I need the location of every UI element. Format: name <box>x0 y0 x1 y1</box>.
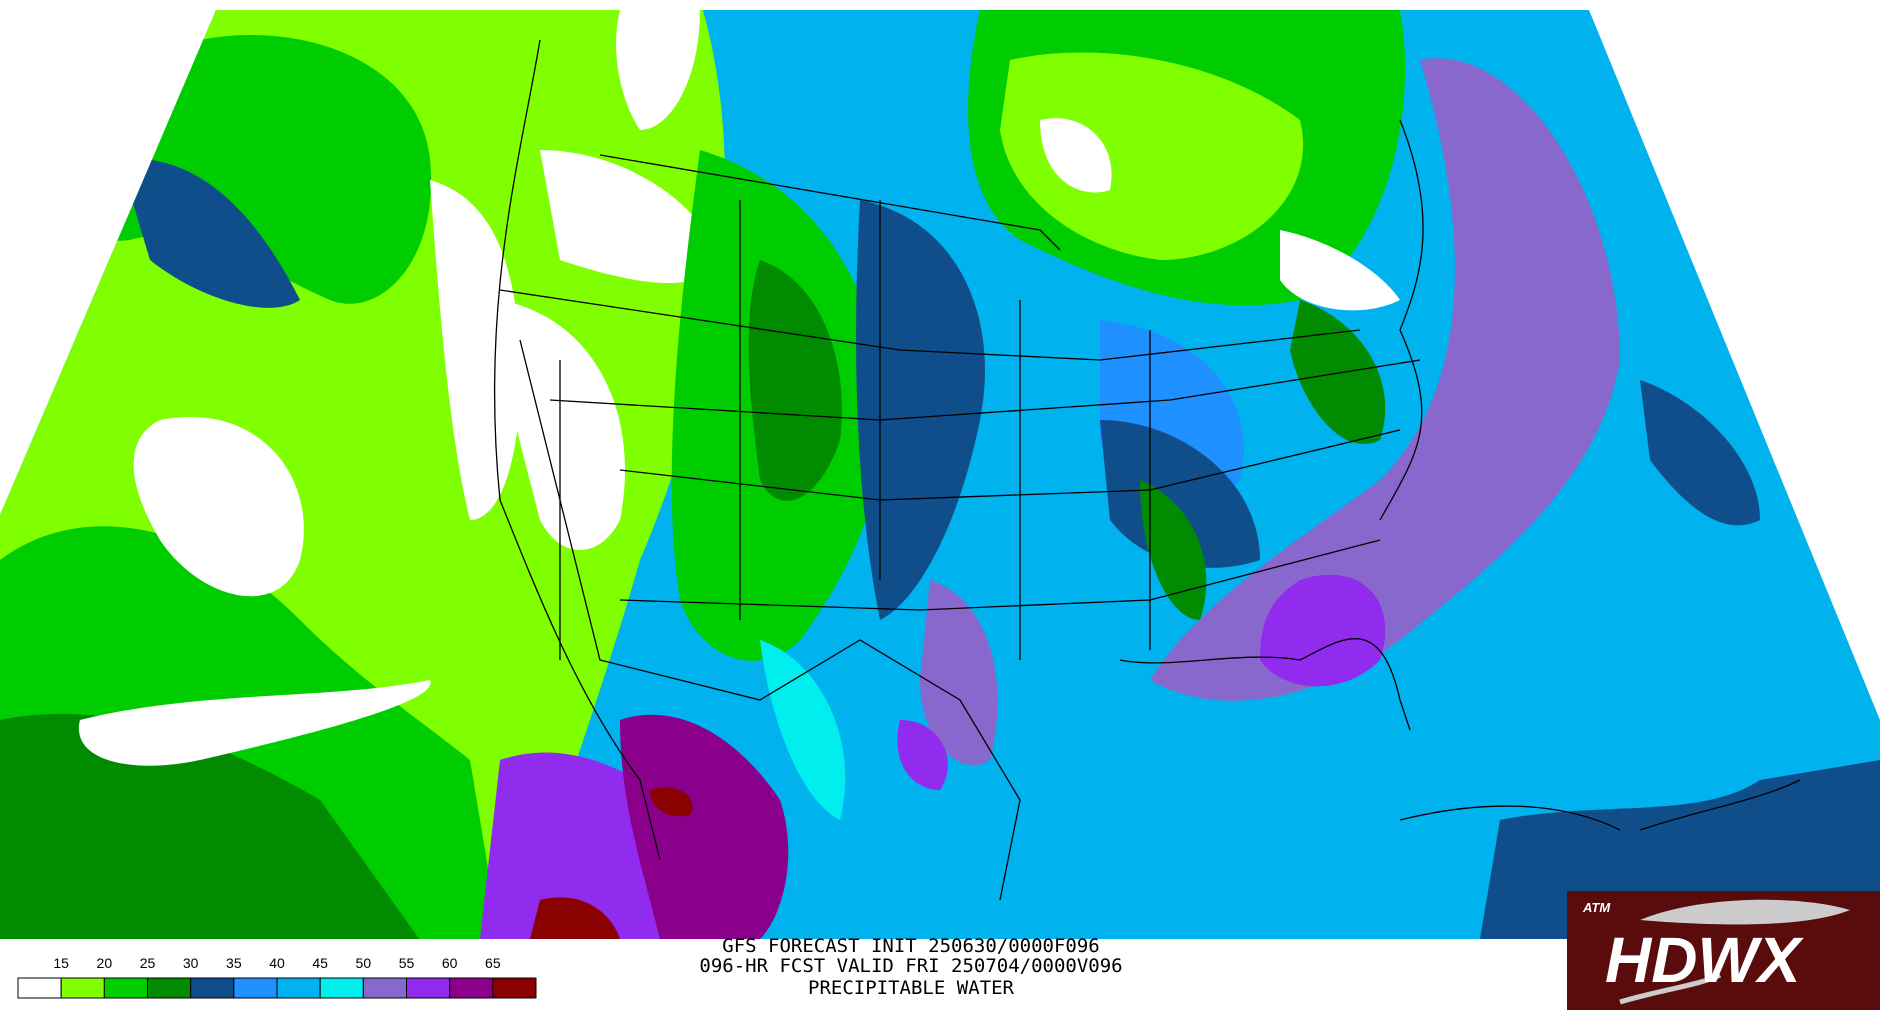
legend-swatch <box>449 977 494 999</box>
legend-tick-label: 30 <box>183 955 199 971</box>
legend-swatch <box>319 977 364 999</box>
legend-swatch <box>147 977 192 999</box>
legend-tick-label: 45 <box>312 955 328 971</box>
legend-swatch <box>233 977 278 999</box>
legend-swatch <box>492 977 537 999</box>
legend-tick-label: 35 <box>226 955 242 971</box>
legend-tick-label: 50 <box>356 955 372 971</box>
legend-tick-label: 65 <box>485 955 501 971</box>
title-line: PRECIPITABLE WATER <box>808 977 1014 999</box>
logo-funnel <box>1619 972 1722 1005</box>
logo: ATM HDWX <box>1567 891 1880 1010</box>
legend-swatch <box>362 977 408 999</box>
legend-tick-label: 60 <box>442 955 458 971</box>
legend-swatch <box>276 977 321 999</box>
legend-swatch <box>60 977 105 999</box>
title-line: 096-HR FCST VALID FRI 250704/0000V096 <box>699 955 1122 977</box>
logo-text: HDWX <box>1605 924 1804 996</box>
legend-swatch <box>17 977 62 999</box>
precip-field <box>0 10 1880 939</box>
title-line: GFS FORECAST INIT 250630/0000F096 <box>722 935 1100 957</box>
logo-cloud <box>1640 899 1850 925</box>
legend-tick-label: 40 <box>269 955 285 971</box>
political-boundaries <box>493 39 1801 901</box>
legend-swatch <box>406 977 451 999</box>
legend-swatch <box>103 977 149 999</box>
legend-tick-label: 55 <box>399 955 415 971</box>
legend-tick-label: 20 <box>97 955 113 971</box>
legend-tick-label: 15 <box>53 955 69 971</box>
legend: 15 20 25 30 35 40 45 50 55 60 65 <box>17 955 537 999</box>
legend-tick-label: 25 <box>140 955 156 971</box>
legend-swatch <box>190 977 235 999</box>
logo-emblem: ATM <box>1582 900 1611 915</box>
